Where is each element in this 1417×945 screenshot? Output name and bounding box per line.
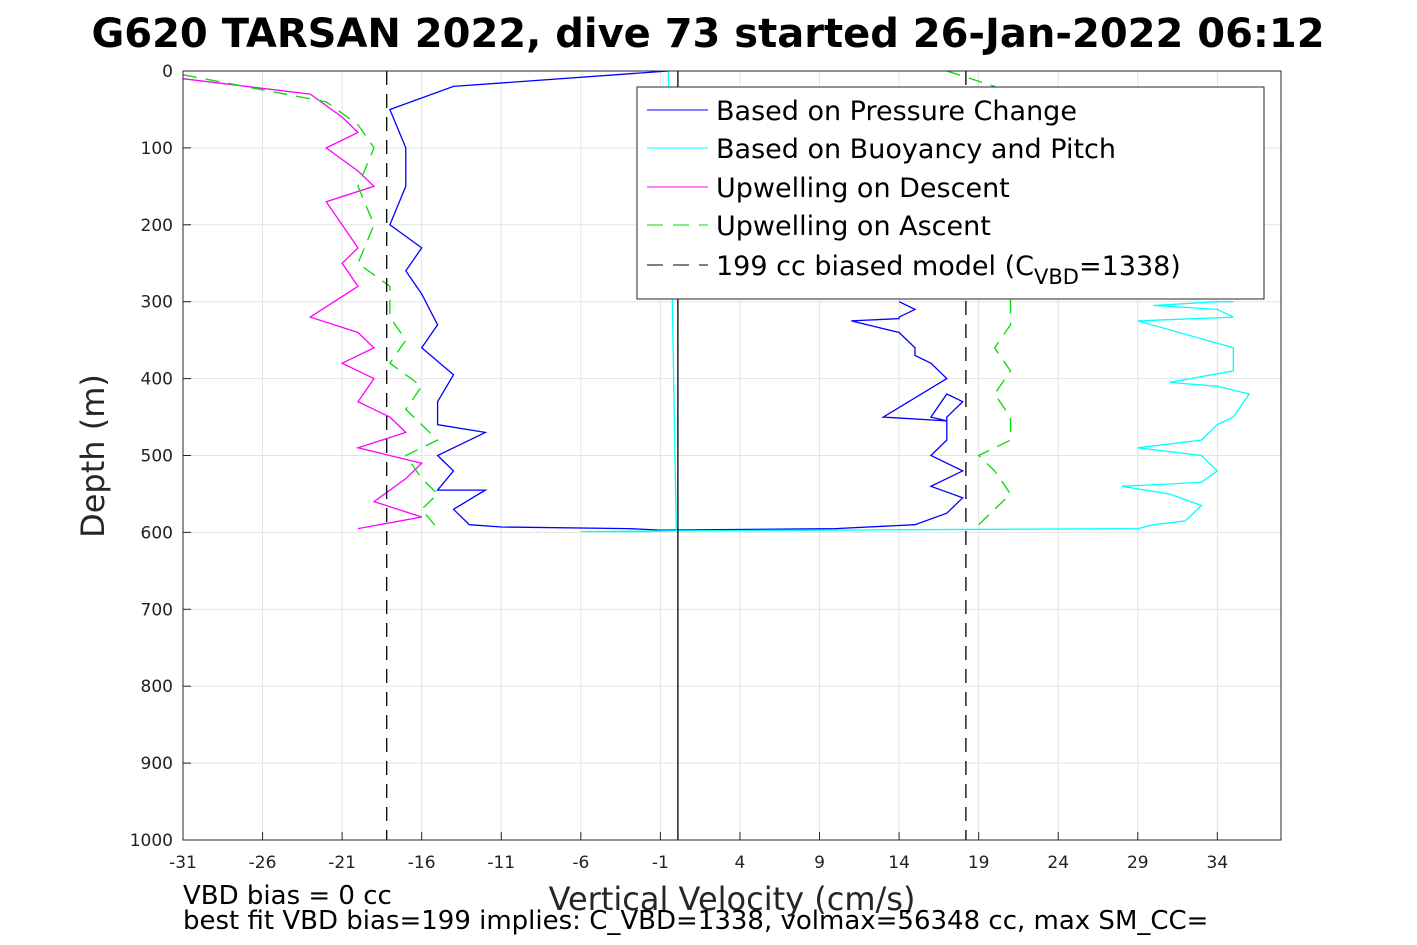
- x-tick-label: 19: [968, 853, 990, 873]
- legend-box: [636, 86, 1265, 300]
- y-tick-label: 900: [141, 754, 173, 774]
- x-tick-label: -6: [572, 853, 589, 873]
- x-tick-label: 29: [1127, 853, 1149, 873]
- y-tick-label: 200: [141, 216, 173, 236]
- series-line-based-on-buoyancy-and-pitch: [580, 70, 1251, 533]
- legend-label-ascent: Upwelling on Ascent: [716, 211, 991, 242]
- y-tick-label: 100: [141, 139, 173, 159]
- y-tick-label: 500: [141, 447, 173, 467]
- x-axis-label: Vertical Velocity (cm/s): [549, 880, 916, 918]
- series-line-upwelling-on-descent: [182, 78, 424, 530]
- legend-model-tail: =1338): [1079, 251, 1181, 282]
- y-tick-label: 700: [141, 600, 173, 620]
- x-tick-label: -1: [652, 853, 669, 873]
- legend-model-text: 199 cc biased model (C: [716, 251, 1034, 282]
- y-tick-label: 800: [141, 677, 173, 697]
- x-tick-label: -21: [328, 853, 356, 873]
- series-line-upwelling-on-ascent: [946, 70, 1012, 526]
- x-tick-label: 4: [735, 853, 746, 873]
- y-tick-labels: 0 100 200 300 400 500 600 700 800 900 1000: [130, 62, 173, 851]
- y-tick-label: 0: [162, 62, 173, 82]
- plot-frame: [182, 70, 1282, 841]
- x-tick-label: 34: [1207, 853, 1229, 873]
- vbd-bias-note: VBD bias = 0 cc: [183, 881, 392, 911]
- legend-model-subscript: VBD: [1034, 265, 1079, 289]
- y-tick-label: 400: [141, 370, 173, 390]
- best-fit-note: best fit VBD bias=199 implies: C_VBD=133…: [183, 906, 1208, 936]
- x-tick-label: 14: [888, 853, 910, 873]
- legend-label-buoyancy: Based on Buoyancy and Pitch: [716, 134, 1116, 165]
- x-tick-label: -31: [169, 853, 197, 873]
- series-line-upwelling-on-ascent: [182, 74, 439, 530]
- y-axis-label: Depth (m): [74, 374, 112, 538]
- legend-label-descent: Upwelling on Descent: [716, 173, 1010, 204]
- series-line-based-on-pressure-change: [389, 70, 965, 531]
- x-tick-label: -26: [249, 853, 277, 873]
- chart-title: G620 TARSAN 2022, dive 73 started 26-Jan…: [91, 11, 1324, 57]
- x-tick-label: 24: [1047, 853, 1069, 873]
- x-tick-labels: -31 -26 -21 -16 -11 -6 -1 4 9 14 19 24 29 34: [169, 853, 1228, 873]
- legend-label-model: 199 cc biased model (CVBD=1338): [716, 251, 1181, 289]
- x-tick-label: -11: [487, 853, 515, 873]
- y-tick-label: 600: [141, 523, 173, 543]
- x-tick-label: 9: [814, 853, 825, 873]
- legend: Based on Pressure Change Based on Buoyan…: [636, 86, 1265, 300]
- legend-label-pressure: Based on Pressure Change: [716, 96, 1077, 127]
- y-tick-label: 300: [141, 293, 173, 313]
- x-tick-label: -16: [408, 853, 436, 873]
- y-tick-label: 1000: [130, 831, 173, 851]
